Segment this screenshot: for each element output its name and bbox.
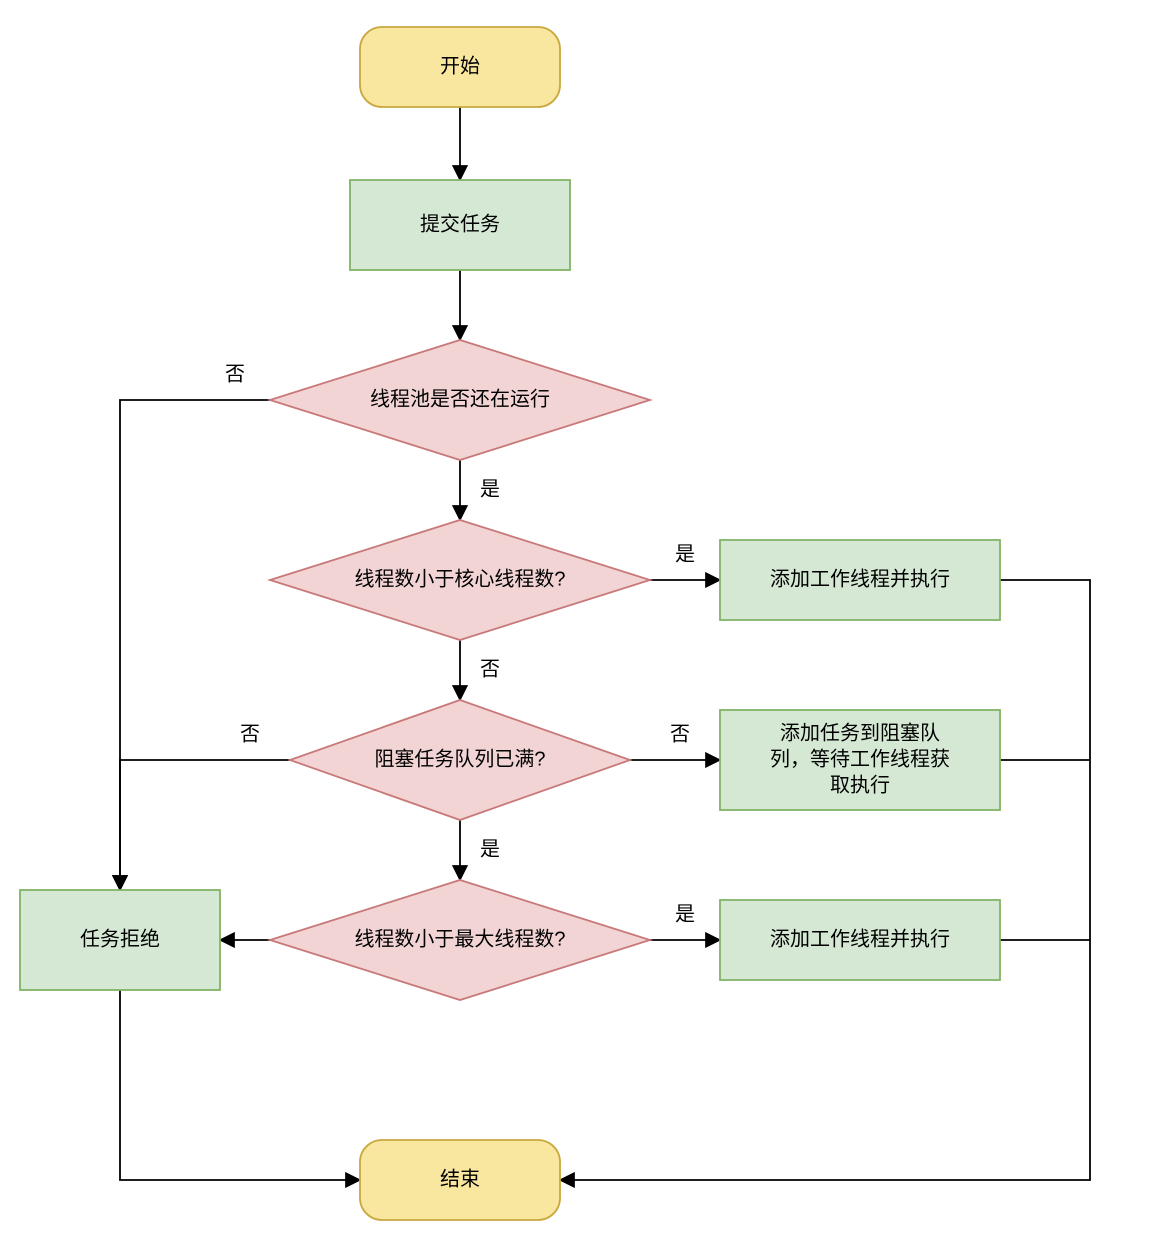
- node-d2: 线程数小于核心线程数?: [270, 520, 650, 640]
- node-label-act1: 添加工作线程并执行: [770, 567, 950, 590]
- edge-label-e_d4_act3: 是: [675, 903, 695, 925]
- node-act2: 添加任务到阻塞队列，等待工作线程获取执行: [720, 710, 1000, 810]
- node-act3: 添加工作线程并执行: [720, 900, 1000, 980]
- edge-label-e_d3_reject: 否: [240, 723, 260, 745]
- node-label-d3: 阻塞任务队列已满?: [374, 747, 545, 770]
- node-end: 结束: [360, 1140, 560, 1220]
- edges-layer: 是否是是否是否否: [120, 107, 1090, 1180]
- node-act1: 添加工作线程并执行: [720, 540, 1000, 620]
- node-label-act3: 添加工作线程并执行: [770, 927, 950, 950]
- node-label-act2-line0: 添加任务到阻塞队: [780, 721, 940, 744]
- node-d3: 阻塞任务队列已满?: [290, 700, 630, 820]
- node-d4: 线程数小于最大线程数?: [270, 880, 650, 1000]
- flowchart-canvas: 是否是是否是否否开始提交任务线程池是否还在运行线程数小于核心线程数?阻塞任务队列…: [0, 0, 1162, 1258]
- edge-label-e_d1_d2: 是: [480, 478, 500, 500]
- node-label-d2: 线程数小于核心线程数?: [354, 567, 565, 590]
- edge-e_d3_reject: [120, 760, 290, 890]
- node-label-reject: 任务拒绝: [80, 927, 160, 950]
- node-label-d4: 线程数小于最大线程数?: [354, 927, 565, 950]
- node-label-act2-line2: 取执行: [830, 773, 890, 796]
- edge-label-e_d2_d3: 否: [480, 658, 500, 680]
- node-submit: 提交任务: [350, 180, 570, 270]
- nodes-layer: 开始提交任务线程池是否还在运行线程数小于核心线程数? 阻塞任务队列已满? 线程数小于…: [20, 27, 1000, 1220]
- edge-e_reject_end: [120, 990, 360, 1180]
- node-reject: 任务拒绝: [20, 890, 220, 990]
- node-label-submit: 提交任务: [420, 212, 500, 235]
- node-d1: 线程池是否还在运行: [270, 340, 650, 460]
- edge-e_d1_reject: [120, 400, 270, 890]
- edge-label-e_d3_act2: 否: [670, 723, 690, 745]
- node-label-start: 开始: [440, 54, 480, 77]
- edge-label-e_d1_reject: 否: [225, 363, 245, 385]
- edge-label-e_d2_act1: 是: [675, 543, 695, 565]
- node-label-act2-line1: 列，等待工作线程获: [770, 747, 950, 770]
- node-start: 开始: [360, 27, 560, 107]
- edge-e_act1_end: [560, 580, 1090, 1180]
- node-label-end: 结束: [440, 1167, 480, 1190]
- edge-label-e_d3_d4: 是: [480, 838, 500, 860]
- node-label-d1: 线程池是否还在运行: [370, 387, 550, 410]
